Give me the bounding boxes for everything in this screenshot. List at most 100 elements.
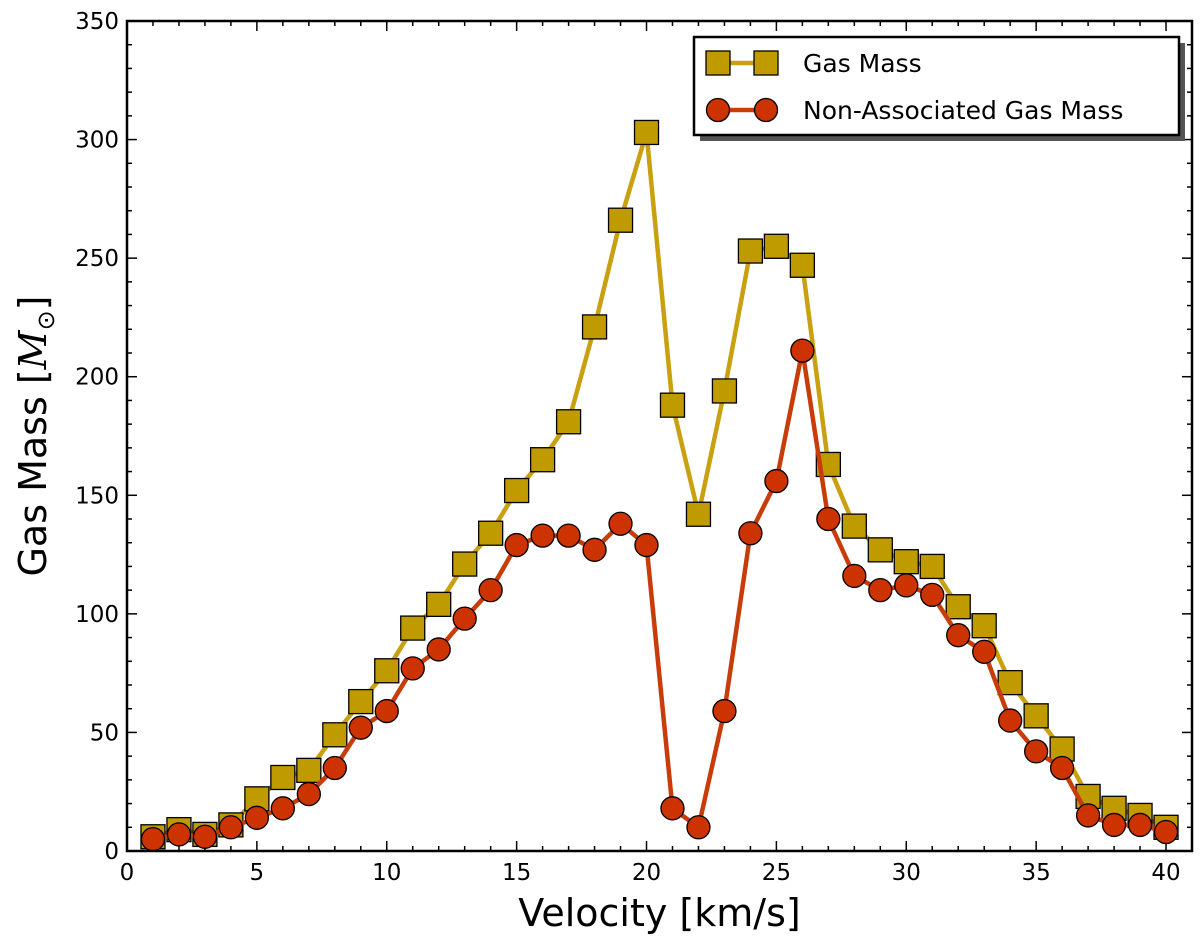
non-associated-point	[608, 511, 633, 536]
y-axis-title-close: ]	[11, 295, 55, 310]
non-associated-point	[218, 815, 244, 840]
non-associated-point	[1101, 812, 1127, 838]
gas-mass-point	[659, 392, 686, 418]
non-associated-point	[192, 824, 218, 849]
series-gas-mass	[140, 119, 1179, 850]
non-associated-point	[140, 826, 166, 852]
non-associated-point	[530, 523, 555, 548]
y-axis-title-text: Gas Mass [	[11, 369, 55, 576]
gas-mass-point	[945, 594, 971, 620]
y-axis-title-symbol: M	[11, 329, 55, 370]
gas-mass-point	[919, 553, 945, 580]
x-axis-title: Velocity [km/s]	[518, 891, 800, 935]
y-tick-label: 50	[90, 720, 119, 746]
gas-mass-point	[581, 314, 608, 340]
non-associated-point	[738, 521, 763, 546]
gas-mass-point	[971, 613, 997, 639]
gas-mass-point	[296, 757, 322, 784]
gas-mass-point	[348, 688, 374, 715]
non-associated-point	[660, 796, 685, 821]
gas-mass-point	[711, 378, 738, 404]
non-associated-point	[868, 577, 893, 603]
gas-mass-point	[997, 669, 1023, 696]
gas-mass-point	[841, 513, 867, 539]
non-associated-point	[452, 606, 477, 631]
non-associated-point	[790, 338, 815, 363]
non-associated-point	[634, 532, 659, 558]
non-associated-point	[504, 532, 529, 558]
gas-mass-point	[529, 447, 556, 473]
y-tick-label: 150	[75, 483, 119, 509]
legend-entry: Non-Associated Gas Mass	[705, 96, 1123, 125]
gas-mass-point	[685, 501, 712, 527]
non-associated-point	[764, 468, 789, 494]
gas-mass-point	[789, 252, 816, 278]
y-tick-label: 300	[75, 128, 119, 154]
non-associated-point	[166, 822, 192, 847]
axes-layer: 0 5 10 15 20 25 30 35 40 0 50 100 150 200 250 300 350	[75, 9, 1193, 886]
non-associated-point	[1049, 755, 1075, 781]
non-associated-point	[400, 656, 425, 681]
gas-mass-point	[478, 520, 504, 546]
non-associated-point	[374, 698, 399, 724]
x-tick-label: 40	[1151, 860, 1180, 886]
legend-entries: Gas Mass Non-Associated Gas Mass	[705, 49, 1123, 125]
gas-mass-point	[763, 233, 790, 259]
x-tick-label: 25	[762, 860, 791, 886]
non-associated-point	[998, 708, 1023, 733]
non-associated-point	[894, 573, 919, 598]
gas-mass-point	[452, 551, 478, 577]
non-associated-point	[1075, 803, 1101, 828]
non-associated-point	[972, 639, 997, 664]
legend-marker-circle	[705, 97, 731, 123]
gas-mass-point	[555, 409, 582, 435]
non-associated-point	[1023, 739, 1049, 764]
gas-mass-point	[270, 764, 296, 791]
non-associated-point	[426, 637, 451, 662]
legend-entry: Gas Mass	[705, 49, 922, 78]
gas-mass-point	[633, 119, 660, 146]
x-tick-label: 5	[250, 860, 265, 886]
x-tick-label: 10	[372, 860, 401, 886]
non-associated-point	[582, 537, 607, 562]
gas-mass-point	[400, 615, 426, 641]
non-associated-point	[244, 805, 270, 830]
series-layer	[140, 119, 1179, 852]
gas-mass-point	[867, 537, 893, 563]
gas-mass-point	[607, 207, 634, 233]
non-associated-point	[1127, 812, 1153, 838]
non-associated-point	[842, 563, 867, 589]
y-axis-title: Gas Mass [M⊙]	[11, 295, 60, 576]
legend: Gas Mass Non-Associated Gas Mass	[692, 35, 1185, 141]
x-tick-label: 30	[892, 860, 921, 886]
non-associated-point	[478, 577, 503, 603]
non-associated-point	[348, 715, 373, 740]
legend-label: Non-Associated Gas Mass	[803, 96, 1123, 125]
gas-mass-point	[737, 238, 764, 264]
x-tick-label: 15	[502, 860, 531, 886]
non-associated-point	[322, 755, 347, 781]
non-associated-point	[296, 781, 321, 807]
non-associated-point	[816, 506, 841, 532]
legend-marker-square	[753, 50, 779, 76]
non-associated-point	[686, 815, 711, 840]
gas-mass-point	[1023, 703, 1049, 729]
y-tick-label: 350	[75, 9, 119, 35]
gas-mass-point	[374, 658, 400, 684]
non-associated-point	[712, 698, 737, 724]
series-non-associated-gas-mass	[140, 338, 1179, 852]
y-tick-label: 200	[75, 365, 119, 391]
non-associated-point	[270, 796, 296, 821]
y-axis-title-subscript: ⊙	[32, 310, 60, 330]
series-line	[152, 348, 1167, 842]
gas-mass-point	[322, 722, 348, 748]
plot-frame	[125, 19, 1194, 853]
x-tick-label: 20	[632, 860, 661, 886]
gas-mass-point	[893, 549, 919, 575]
legend-label: Gas Mass	[803, 49, 922, 78]
gas-mass-point	[426, 591, 452, 618]
non-associated-point	[1153, 819, 1179, 845]
y-tick-label: 250	[75, 246, 119, 272]
x-tick-label: 0	[120, 860, 135, 886]
